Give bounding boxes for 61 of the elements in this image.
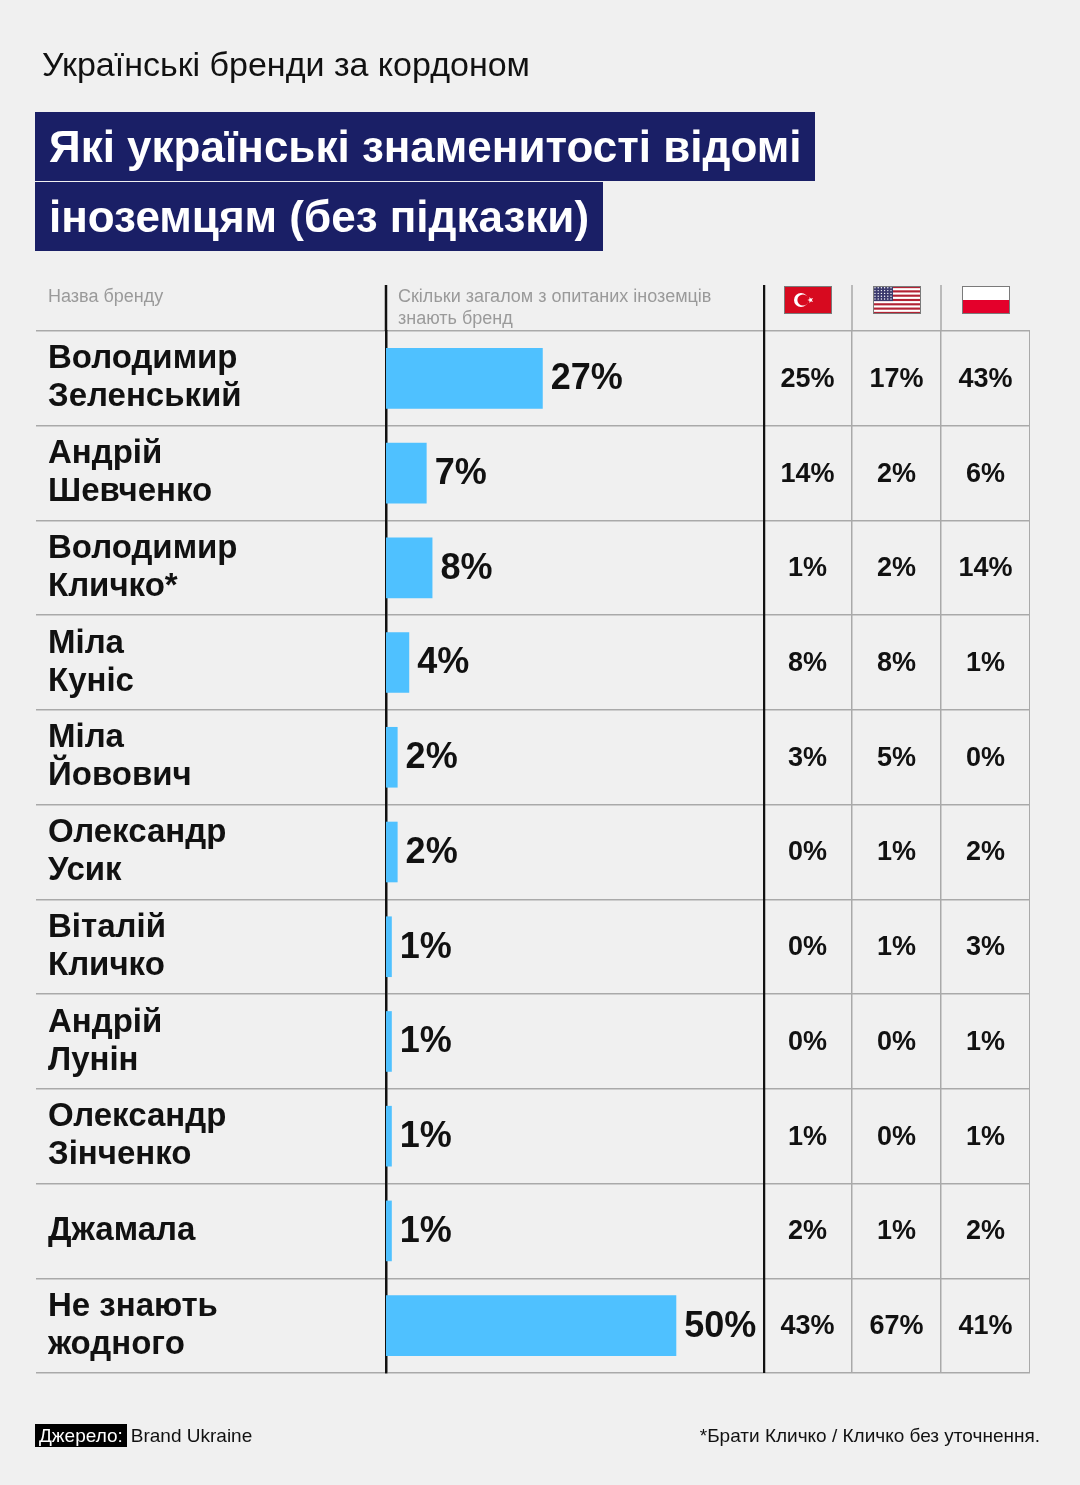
data-label: 1% — [399, 1208, 452, 1250]
y-tick-label: Володимир Зеленський — [48, 338, 242, 414]
data-label: 67% — [869, 1310, 924, 1341]
data-label: 3% — [965, 931, 1006, 962]
data-label: 2% — [876, 552, 917, 583]
data-label: 1% — [399, 1114, 452, 1156]
data-label: 1% — [876, 1215, 917, 1246]
chart-subtitle: Українські бренди за кордоном — [42, 44, 530, 85]
y-tick-label: Володимир Кличко* — [48, 527, 238, 603]
data-label: 50% — [684, 1303, 757, 1345]
y-tick-label: Міла Йовович — [48, 717, 192, 793]
data-label: 0% — [787, 931, 828, 962]
data-label: 8% — [787, 647, 828, 677]
y-tick-label: Джамала — [48, 1210, 196, 1247]
data-label: 1% — [787, 552, 828, 583]
data-label: 3% — [787, 741, 828, 772]
y-tick-label: Олександр Зінченко — [48, 1096, 227, 1172]
data-label: 25% — [780, 362, 835, 393]
data-label: 0% — [876, 1120, 917, 1151]
data-label: 1% — [965, 647, 1006, 677]
data-label: 14% — [780, 457, 835, 488]
chart-title: Які українські знаменитості відомі іноземцям (без підказки) — [35, 112, 816, 251]
data-label: 0% — [876, 1025, 917, 1056]
data-label: 7% — [434, 451, 487, 493]
data-label: 17% — [869, 362, 924, 393]
data-label: 2% — [876, 457, 917, 488]
data-label: 1% — [965, 1025, 1006, 1056]
data-label: 0% — [787, 1025, 828, 1056]
y-tick-label: Міла Куніс — [48, 622, 134, 698]
data-label: 1% — [399, 924, 452, 966]
data-label: 1% — [965, 1120, 1006, 1151]
data-label: 1% — [876, 836, 917, 867]
y-tick-label: Віталій Кличко — [48, 906, 166, 982]
text: Джерело: Brand Ukraine — [38, 1424, 253, 1448]
x-axis-title: Скільки загалом з опитаних іноземців знають бренд — [398, 285, 713, 329]
data-label: 2% — [965, 1215, 1006, 1246]
data-label: 2% — [965, 836, 1006, 867]
data-label: 1% — [399, 1019, 452, 1061]
data-label: 2% — [405, 735, 458, 777]
data-label: 2% — [787, 1215, 828, 1246]
data-label: 5% — [876, 741, 917, 772]
data-label: 4% — [417, 640, 470, 682]
text: *Брати Кличко / Кличко без уточнення. — [699, 1424, 1040, 1448]
data-label: 0% — [965, 741, 1006, 772]
data-label: 14% — [958, 552, 1013, 583]
data-label: 27% — [550, 356, 623, 398]
data-label: 43% — [958, 362, 1013, 393]
data-label: 1% — [876, 931, 917, 962]
y-tick-label: Олександр Усик — [48, 812, 227, 888]
data-label: 6% — [965, 457, 1006, 488]
data-label: 41% — [958, 1310, 1013, 1341]
data-label: 43% — [780, 1310, 835, 1341]
y-tick-label: Андрій Шевченко — [48, 433, 213, 509]
data-label: 8% — [440, 545, 493, 587]
y-tick-label: Андрій Лунін — [48, 1001, 163, 1077]
y-axis-title: Назва бренду — [48, 285, 164, 307]
data-label: 8% — [876, 647, 917, 677]
data-label: 0% — [787, 836, 828, 867]
data-label: 2% — [405, 829, 458, 871]
data-label: 1% — [787, 1120, 828, 1151]
y-tick-label: Не знають жодного — [47, 1285, 218, 1361]
